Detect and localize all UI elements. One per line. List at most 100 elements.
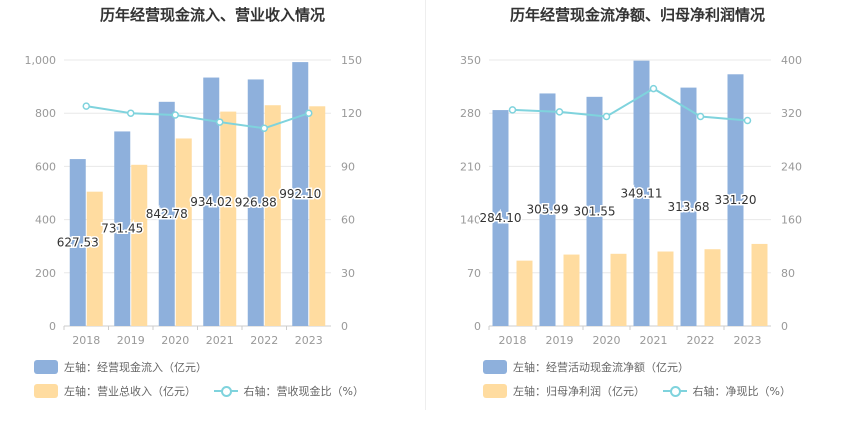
right-axis-tick-label: 90	[341, 160, 355, 173]
bar-data-label: 934.02	[190, 195, 232, 209]
bar-net-profit	[610, 253, 627, 326]
x-axis-tick-label: 2020	[161, 334, 189, 347]
x-axis-tick-label: 2023	[734, 334, 762, 347]
x-axis-tick-label: 2018	[499, 334, 527, 347]
ratio-point	[649, 84, 658, 93]
bar-revenue	[264, 105, 281, 326]
bar-data-label: 627.53	[57, 236, 99, 250]
left-axis-tick-label: 280	[460, 107, 481, 120]
bar-cash-inflow	[292, 62, 309, 326]
legend-swatch	[483, 384, 507, 398]
chart-plot: 0 0 200 30 400 60 600 90 800 120 1,000 150 627.53 201…	[25, 54, 363, 347]
bar-net-cash-flow	[633, 60, 650, 327]
bar-cash-inflow	[158, 101, 175, 326]
bar-net-cash-flow	[539, 93, 556, 326]
right-axis-tick-label: 30	[341, 267, 355, 280]
bar-cash-inflow	[203, 77, 220, 326]
x-axis-tick-label: 2021	[206, 334, 234, 347]
left-axis-tick-label: 210	[460, 160, 481, 173]
bar-data-label: 842.78	[146, 207, 188, 221]
bar-net-cash-flow	[680, 87, 697, 326]
legend-label: 左轴：经营现金流入（亿元）	[64, 361, 207, 374]
x-axis-tick-label: 2019	[546, 334, 574, 347]
chart-title: 历年经营现金流净额、归母净利润情况	[509, 6, 765, 24]
bar-data-label: 313.68	[668, 200, 710, 214]
legend-label: 右轴：营收现金比（%）	[243, 385, 364, 398]
bar-revenue	[220, 111, 237, 326]
legend-row-2: 左轴：营业总收入（亿元） 右轴：营收现金比（%）	[34, 383, 378, 401]
right-axis-tick-label: 120	[341, 107, 362, 120]
left-axis-tick-label: 600	[35, 160, 56, 173]
bar-net-cash-flow	[586, 96, 603, 327]
legend-swatch-line	[662, 384, 687, 398]
right-axis-tick-label: 320	[781, 107, 802, 120]
legend-item-cash-ratio[interactable]: 右轴：净现比（%）	[662, 383, 791, 399]
right-axis-tick-label: 400	[781, 54, 802, 67]
bar-data-label: 926.88	[235, 196, 277, 210]
bar-data-label: 349.11	[621, 186, 663, 200]
ratio-point	[743, 116, 752, 125]
x-axis-tick-label: 2019	[117, 334, 145, 347]
right-axis-tick-label: 0	[341, 320, 348, 333]
ratio-point	[127, 109, 135, 117]
bar-data-label: 284.10	[480, 211, 522, 225]
left-axis-tick-label: 200	[35, 267, 56, 280]
ratio-point	[305, 109, 313, 117]
x-axis-tick-label: 2018	[72, 334, 100, 347]
bar-data-label: 731.45	[101, 222, 143, 236]
x-axis-tick-label: 2022	[687, 334, 715, 347]
ratio-point	[696, 112, 705, 121]
bar-net-profit	[657, 251, 674, 326]
chart-panel-right: 历年经营现金流净额、归母净利润情况 0 0 70 80 140 160 210 240 280 3…	[425, 0, 850, 437]
bar-revenue	[175, 138, 192, 326]
legend-item-cash-inflow[interactable]: 左轴：经营现金流入（亿元）	[34, 359, 207, 375]
bar-net-profit	[563, 254, 580, 326]
right-axis-tick-label: 0	[781, 320, 788, 333]
legend-swatch	[483, 360, 507, 374]
left-axis-tick-label: 400	[35, 214, 56, 227]
chart-title: 历年经营现金流入、营业收入情况	[99, 6, 325, 24]
left-axis-tick-label: 0	[474, 320, 481, 333]
right-axis-tick-label: 60	[341, 214, 355, 227]
ratio-point	[508, 106, 517, 114]
x-axis-tick-label: 2023	[295, 334, 323, 347]
legend-item-revenue[interactable]: 左轴：营业总收入（亿元）	[34, 383, 196, 399]
panel-divider	[425, 0, 426, 410]
bar-net-cash-flow	[492, 110, 509, 326]
bar-net-cash-flow	[727, 74, 744, 327]
ratio-point	[171, 111, 179, 119]
bar-cash-inflow	[69, 159, 86, 326]
legend-row-1: 左轴：经营现金流入（亿元）	[34, 359, 221, 377]
ratio-line	[86, 105, 310, 130]
x-axis-tick-label: 2021	[640, 334, 668, 347]
bar-net-profit	[751, 243, 768, 326]
legend-label: 左轴：归母净利润（亿元）	[513, 385, 645, 398]
chart-plot: 0 0 70 80 140 160 210 240 280 320 350 400 284.10 2018…	[460, 54, 802, 347]
bar-net-profit	[516, 260, 533, 326]
ratio-point	[216, 118, 224, 126]
bar-revenue	[131, 164, 148, 326]
legend-label: 左轴：营业总收入（亿元）	[64, 385, 196, 398]
left-axis-tick-label: 140	[460, 214, 481, 227]
left-axis-tick-label: 1,000	[25, 54, 57, 67]
legend-row-2: 左轴：归母净利润（亿元） 右轴：净现比（%）	[483, 383, 805, 401]
legend-item-net-cash-flow[interactable]: 左轴：经营活动现金流净额（亿元）	[483, 359, 689, 375]
legend-swatch	[34, 384, 58, 398]
ratio-point	[260, 124, 268, 133]
bar-cash-inflow	[247, 79, 264, 326]
ratio-point	[602, 112, 611, 121]
ratio-point	[555, 108, 564, 116]
legend-row-1: 左轴：经营活动现金流净额（亿元）	[483, 359, 703, 377]
bar-data-label: 992.10	[279, 187, 321, 201]
right-axis-tick-label: 240	[781, 160, 802, 173]
left-axis-tick-label: 0	[49, 320, 56, 333]
right-axis-tick-label: 150	[341, 54, 362, 67]
legend-label: 右轴：净现比（%）	[692, 385, 791, 398]
x-axis-tick-label: 2022	[250, 334, 278, 347]
left-axis-tick-label: 70	[467, 267, 481, 280]
bar-net-profit	[704, 249, 721, 326]
legend-item-net-profit[interactable]: 左轴：归母净利润（亿元）	[483, 383, 645, 399]
legend-item-ratio[interactable]: 右轴：营收现金比（%）	[213, 383, 364, 399]
bar-cash-inflow	[114, 131, 131, 326]
bar-revenue	[86, 191, 103, 326]
